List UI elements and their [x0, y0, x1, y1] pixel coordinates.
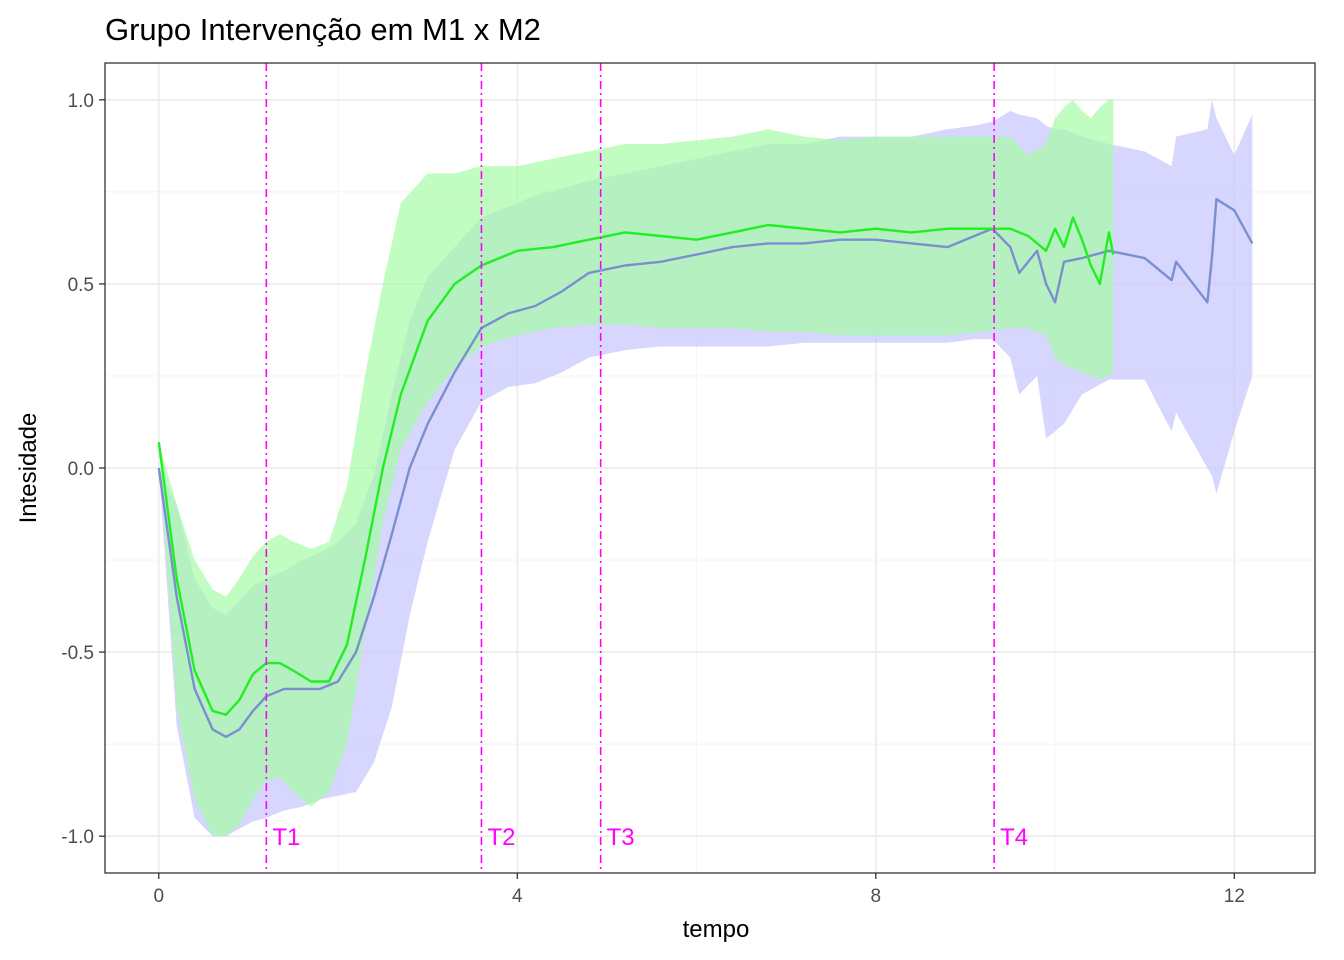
y-axis-title: Intesidade: [15, 413, 42, 524]
green-series-line: [157, 216, 1115, 716]
x-axis-title: tempo: [683, 916, 750, 943]
x-tick-label: 4: [512, 886, 523, 907]
blue-series-line: [157, 198, 1254, 738]
band-layer: [158, 99, 1253, 837]
x-tick-label: 8: [871, 886, 882, 907]
y-tick-label: -1.0: [61, 827, 94, 848]
vline-label-t1: T1: [272, 824, 300, 851]
y-tick-label: 1.0: [68, 91, 94, 112]
y-tick-label: -0.5: [61, 643, 94, 664]
vline-label-t4: T4: [1000, 824, 1028, 851]
line-layer: [157, 198, 1254, 738]
vline-layer: T1 T2 T3 T4: [265, 63, 1028, 873]
vline-label-t3: T3: [607, 824, 635, 851]
green-confidence-band: [158, 99, 1114, 837]
x-tick-label: 12: [1224, 886, 1245, 907]
vline-label-t2: T2: [487, 824, 515, 851]
x-tick-label: 0: [153, 886, 164, 907]
y-tick-label: 0.5: [68, 275, 94, 296]
tick-layer: 0 4 8 12 -1.0 -0.5 0.0 0.5 1.0: [61, 91, 1245, 907]
y-tick-label: 0.0: [68, 459, 94, 480]
chart-title: Grupo Intervenção em M1 x M2: [105, 12, 541, 47]
